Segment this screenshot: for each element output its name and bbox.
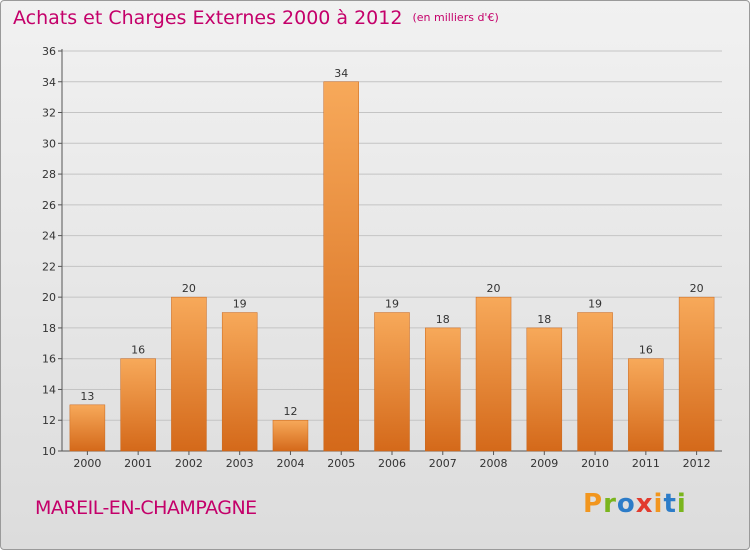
x-tick-label: 2003 <box>226 457 254 470</box>
bar-2012 <box>678 296 715 452</box>
logo-letter: x <box>635 489 654 519</box>
chart-title: Achats et Charges Externes 2000 à 2012 (e… <box>13 7 499 29</box>
labels: 10 12 14 16 18 20 22 24 26 28 30 32 34 36 2000 13 2001 16… <box>42 45 711 470</box>
y-tick-label: 26 <box>42 199 56 212</box>
y-tick-label: 22 <box>42 260 56 273</box>
y-tick-label: 12 <box>42 414 56 427</box>
bar-2009 <box>526 327 563 452</box>
bar-2010 <box>577 312 613 452</box>
value-label: 19 <box>233 298 247 311</box>
x-tick-label: 2009 <box>530 457 558 470</box>
y-tick-label: 28 <box>42 168 56 181</box>
x-tick-label: 2010 <box>581 457 609 470</box>
y-tick-label: 36 <box>42 45 56 58</box>
x-tick-label: 2002 <box>175 457 203 470</box>
value-label: 18 <box>436 313 450 326</box>
y-tick-label: 14 <box>42 383 56 396</box>
bar-2001 <box>120 358 156 452</box>
bar-2002 <box>171 296 207 452</box>
value-label: 34 <box>334 67 348 80</box>
logo-letter: i <box>676 489 687 519</box>
value-label: 20 <box>690 282 704 295</box>
logo-letter: o <box>616 489 636 519</box>
place-name: MAREIL-EN-CHAMPAGNE <box>35 497 257 519</box>
x-tick-label: 2001 <box>124 457 152 470</box>
logo-letter: i <box>653 489 664 519</box>
value-label: 20 <box>182 282 196 295</box>
logo-letter: r <box>603 489 617 519</box>
proxiti-logo: Proxiti <box>583 489 687 519</box>
value-label: 19 <box>588 298 602 311</box>
y-tick-label: 20 <box>42 291 56 304</box>
value-label: 16 <box>639 344 653 357</box>
value-label: 19 <box>385 298 399 311</box>
y-tick-label: 30 <box>42 137 56 150</box>
x-tick-label: 2011 <box>632 457 660 470</box>
title-text: Achats et Charges Externes 2000 à 2012 <box>13 7 403 29</box>
x-tick-label: 2006 <box>378 457 406 470</box>
chart-subtitle: (en milliers d'€) <box>412 11 499 24</box>
logo-letter: t <box>663 489 677 519</box>
y-tick-label: 24 <box>42 230 56 243</box>
bar-2006 <box>374 312 410 452</box>
bar-2000 <box>69 404 106 452</box>
value-label: 12 <box>283 405 297 418</box>
x-tick-label: 2004 <box>276 457 304 470</box>
value-label: 20 <box>487 282 501 295</box>
bar-2004 <box>272 419 309 452</box>
bar-2003 <box>221 312 258 452</box>
y-tick-label: 10 <box>42 445 56 458</box>
value-label: 13 <box>80 390 94 403</box>
y-tick-label: 16 <box>42 353 56 366</box>
value-label: 18 <box>537 313 551 326</box>
x-tick-label: 2007 <box>429 457 457 470</box>
y-tick-label: 18 <box>42 322 56 335</box>
logo-letter: P <box>583 489 604 519</box>
x-tick-label: 2005 <box>327 457 355 470</box>
bar-2005 <box>323 81 359 452</box>
x-tick-label: 2012 <box>683 457 711 470</box>
bar-2011 <box>628 358 664 452</box>
x-tick-label: 2000 <box>73 457 101 470</box>
y-tick-label: 32 <box>42 107 56 120</box>
bar-2008 <box>475 296 512 452</box>
value-label: 16 <box>131 344 145 357</box>
y-tick-label: 34 <box>42 76 56 89</box>
x-tick-label: 2008 <box>480 457 508 470</box>
bars <box>69 81 715 452</box>
bar-2007 <box>425 327 461 452</box>
